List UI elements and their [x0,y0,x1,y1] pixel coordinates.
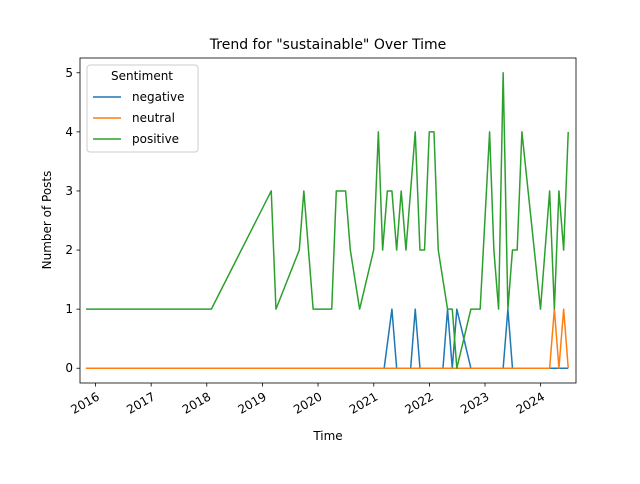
series-line-negative [85,308,569,369]
legend-label-neutral: neutral [132,111,175,125]
y-tick-label: 1 [65,302,73,316]
x-axis-label: Time [312,429,342,443]
y-tick-label: 3 [65,184,73,198]
y-tick-label: 4 [65,125,73,139]
legend-label-positive: positive [132,132,179,146]
chart-title: Trend for "sustainable" Over Time [209,37,446,53]
y-tick-label: 5 [65,66,73,80]
series-line-positive [85,72,569,369]
plot-frame [79,57,577,384]
y-tick-label: 2 [65,243,73,257]
legend-box [86,64,199,153]
legend-label-negative: negative [132,90,184,104]
y-axis-label: Number of Posts [40,171,54,270]
y-tick-label: 0 [65,361,73,375]
series-line-neutral [85,308,569,369]
legend: Sentiment negative neutral positive [86,64,199,153]
legend-title: Sentiment [111,69,173,83]
y-axis: 0 1 2 3 4 5 [65,66,80,375]
series-layer [85,72,569,369]
